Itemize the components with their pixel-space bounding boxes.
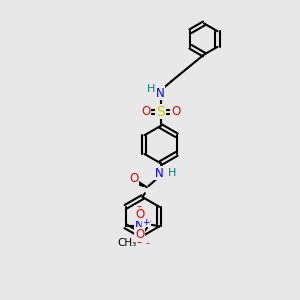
Text: O: O (136, 208, 145, 221)
Text: N: N (135, 219, 144, 232)
Text: O: O (135, 228, 145, 241)
Text: H: H (167, 168, 176, 178)
Text: N: N (155, 167, 164, 180)
Text: -: - (146, 238, 149, 248)
Text: O: O (135, 206, 144, 218)
Text: +: + (142, 218, 150, 227)
Text: O: O (171, 105, 180, 118)
Text: S: S (156, 105, 165, 118)
Text: N: N (156, 86, 165, 100)
Text: O: O (135, 233, 144, 246)
Text: CH₃: CH₃ (118, 238, 137, 248)
Text: O: O (141, 105, 150, 118)
Text: O: O (129, 172, 138, 185)
Text: H: H (147, 84, 155, 94)
